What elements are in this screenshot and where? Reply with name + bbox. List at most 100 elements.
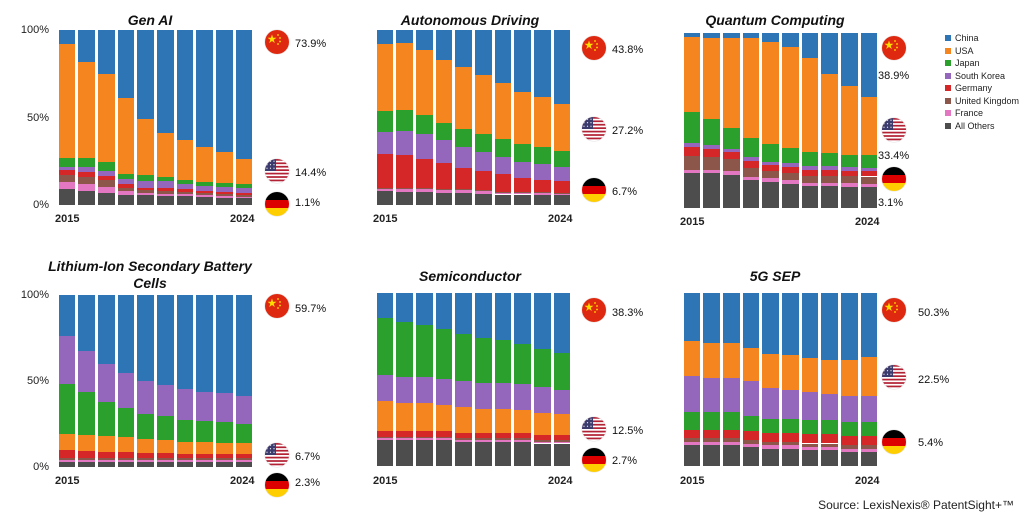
bar-segment — [235, 424, 253, 443]
germany-flag-icon — [265, 473, 289, 497]
bar-segment — [514, 384, 532, 411]
bar-segment — [117, 437, 135, 453]
bar-segment — [137, 439, 154, 454]
bar-segment — [137, 175, 154, 182]
bar-segment — [494, 139, 512, 157]
bar-segment — [196, 454, 214, 459]
bar-segment — [376, 293, 394, 319]
bar-segment — [703, 377, 720, 413]
legend-label: United Kingdom — [955, 95, 1020, 106]
bar-segment — [782, 173, 799, 180]
bar-segment — [762, 353, 779, 389]
bar-segment — [216, 196, 233, 198]
bar-segment — [216, 197, 233, 205]
bar-segment — [475, 190, 492, 191]
bar-segment — [58, 170, 76, 176]
bar-segment — [801, 357, 819, 393]
bar-segment — [97, 192, 115, 205]
bar-segment — [553, 167, 571, 182]
bar-segment — [435, 404, 453, 431]
bar-segment — [703, 441, 720, 446]
bar-segment — [435, 293, 453, 329]
bar-segment — [514, 344, 532, 385]
bar-segment — [553, 413, 571, 436]
bar-segment — [683, 155, 701, 170]
bar-segment — [553, 151, 571, 168]
bar-segment — [475, 441, 492, 466]
bar-segment — [742, 440, 760, 444]
x-axis-end-label: 2024 — [855, 475, 880, 487]
bar-segment — [415, 293, 433, 325]
bar-segment — [782, 163, 799, 167]
bar-segment — [176, 442, 194, 455]
bar-segment — [196, 194, 214, 198]
bar-segment — [514, 293, 532, 345]
share-label: 38.9% — [878, 70, 910, 82]
bar-segment — [514, 191, 532, 193]
legend-label: Japan — [955, 58, 980, 69]
bar-segment — [782, 445, 799, 449]
germany-flag-icon — [265, 192, 289, 216]
bar-segment — [235, 193, 253, 196]
bar-segment — [841, 359, 858, 396]
bar-segment — [722, 445, 740, 466]
bar-segment — [553, 293, 571, 354]
bar-segment — [553, 195, 571, 205]
legend-swatch — [945, 85, 951, 92]
bar-segment — [722, 377, 740, 413]
bar-segment — [415, 438, 433, 441]
bar-segment — [376, 188, 394, 191]
bar-segment — [801, 57, 819, 152]
x-axis-end-label: 2024 — [230, 213, 255, 225]
bar-segment — [216, 192, 233, 195]
bar-segment — [58, 384, 76, 435]
bar-segment — [762, 161, 779, 166]
bar-segment — [841, 170, 858, 177]
bar-segment — [216, 30, 233, 152]
bar-segment — [801, 166, 819, 170]
bar-segment — [435, 163, 453, 190]
bar-segment — [860, 187, 878, 208]
bar-segment — [396, 43, 413, 110]
bar-segment — [117, 407, 135, 438]
bar-segment — [117, 194, 135, 205]
bar-segment — [742, 167, 760, 177]
bar-segment — [396, 293, 413, 322]
bar-segment — [494, 191, 512, 193]
bar-segment — [860, 448, 878, 453]
bar-segment — [415, 191, 433, 205]
legend-item: Germany — [945, 82, 1019, 95]
bar-segment — [494, 438, 512, 441]
bar-segment — [494, 339, 512, 383]
bar-segment — [137, 460, 154, 462]
legend-label: France — [955, 108, 984, 119]
bar-segment — [376, 187, 394, 189]
bar-segment — [58, 157, 76, 167]
bar-segment — [117, 295, 135, 374]
share-label: 14.4% — [295, 167, 327, 179]
bar-segment — [683, 173, 701, 208]
bar-segment — [196, 461, 214, 467]
bar-segment — [376, 436, 394, 439]
bar-segment — [722, 293, 740, 344]
bar-segment — [821, 186, 839, 208]
bar-segment — [235, 159, 253, 185]
legend-label: China — [955, 33, 979, 44]
bar-segment — [553, 103, 571, 152]
bar-segment — [742, 38, 760, 138]
share-label: 22.5% — [918, 374, 950, 386]
bar-segment — [801, 420, 819, 434]
bar-segment — [762, 388, 779, 420]
bar-segment — [821, 153, 839, 167]
bar-segment — [216, 151, 233, 184]
bar-segment — [742, 415, 760, 432]
chart-title: Quantum Computing — [705, 12, 845, 28]
bar-segment — [762, 144, 779, 162]
bar-segment — [762, 433, 779, 442]
share-label: 2.3% — [295, 477, 321, 489]
bar-segment — [435, 190, 453, 193]
bar-segment — [683, 376, 701, 413]
bar-segment — [742, 180, 760, 208]
bar-segment — [801, 175, 819, 183]
bar-segment — [196, 458, 214, 461]
